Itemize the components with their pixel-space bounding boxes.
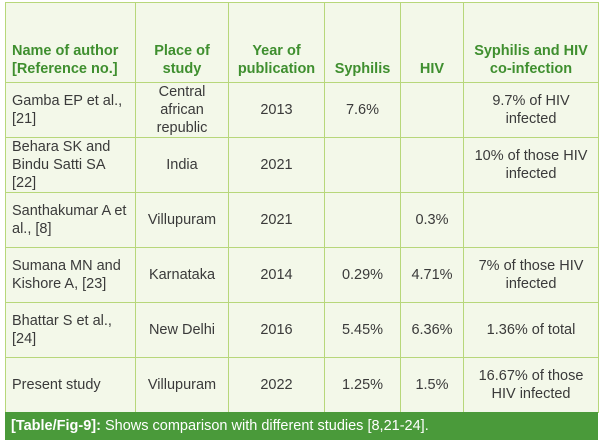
- cell-author: Gamba EP et al., [21]: [5, 82, 136, 138]
- cell-place: Karnataka: [135, 247, 229, 303]
- header-year: Year of publication: [228, 2, 325, 83]
- cell-hiv: 0.3%: [400, 192, 464, 248]
- table-row: Santhakumar A et al., [8] Villupuram 202…: [5, 192, 599, 248]
- cell-author: Sumana MN and Kishore A, [23]: [5, 247, 136, 303]
- cell-place: Villupuram: [135, 192, 229, 248]
- table-header-row: Name of author [Reference no.] Place of …: [5, 2, 599, 83]
- cell-author: Present study: [5, 357, 136, 413]
- cell-hiv: [400, 82, 464, 138]
- caption-label: [Table/Fig-9]:: [11, 418, 101, 434]
- table-row: Sumana MN and Kishore A, [23] Karnataka …: [5, 247, 599, 303]
- cell-year: 2021: [228, 192, 325, 248]
- table-row: Present study Villupuram 2022 1.25% 1.5%…: [5, 357, 599, 413]
- cell-place: India: [135, 137, 229, 193]
- cell-year: 2021: [228, 137, 325, 193]
- cell-year: 2022: [228, 357, 325, 413]
- cell-coinfection: 9.7% of HIV infected: [463, 82, 599, 138]
- cell-place: New Delhi: [135, 302, 229, 358]
- cell-hiv: 4.71%: [400, 247, 464, 303]
- cell-coinfection: 1.36% of total: [463, 302, 599, 358]
- cell-syphilis: [324, 137, 401, 193]
- table-row: Bhattar S et al., [24] New Delhi 2016 5.…: [5, 302, 599, 358]
- comparison-table: Name of author [Reference no.] Place of …: [5, 2, 599, 413]
- header-syphilis: Syphilis: [324, 2, 401, 83]
- cell-author: Santhakumar A et al., [8]: [5, 192, 136, 248]
- cell-year: 2014: [228, 247, 325, 303]
- caption-text: Shows comparison with different studies …: [100, 418, 429, 434]
- cell-year: 2016: [228, 302, 325, 358]
- cell-hiv: 6.36%: [400, 302, 464, 358]
- cell-author: Bhattar S et al., [24]: [5, 302, 136, 358]
- figure-caption: [Table/Fig-9]: Shows comparison with dif…: [5, 412, 598, 440]
- table-row: Gamba EP et al., [21] Central african re…: [5, 82, 599, 138]
- cell-syphilis: 1.25%: [324, 357, 401, 413]
- cell-syphilis: 5.45%: [324, 302, 401, 358]
- cell-syphilis: 0.29%: [324, 247, 401, 303]
- header-hiv: HIV: [400, 2, 464, 83]
- cell-coinfection: 16.67% of those HIV infected: [463, 357, 599, 413]
- cell-place: Villupuram: [135, 357, 229, 413]
- cell-year: 2013: [228, 82, 325, 138]
- header-coinfection: Syphilis and HIV co-infection: [463, 2, 599, 83]
- header-place: Place of study: [135, 2, 229, 83]
- cell-hiv: 1.5%: [400, 357, 464, 413]
- cell-syphilis: 7.6%: [324, 82, 401, 138]
- cell-coinfection: [463, 192, 599, 248]
- cell-author: Behara SK and Bindu Satti SA [22]: [5, 137, 136, 193]
- cell-hiv: [400, 137, 464, 193]
- cell-syphilis: [324, 192, 401, 248]
- cell-coinfection: 10% of those HIV infected: [463, 137, 599, 193]
- cell-coinfection: 7% of those HIV infected: [463, 247, 599, 303]
- table-row: Behara SK and Bindu Satti SA [22] India …: [5, 137, 599, 193]
- cell-place: Central african republic: [135, 82, 229, 138]
- header-author: Name of author [Reference no.]: [5, 2, 136, 83]
